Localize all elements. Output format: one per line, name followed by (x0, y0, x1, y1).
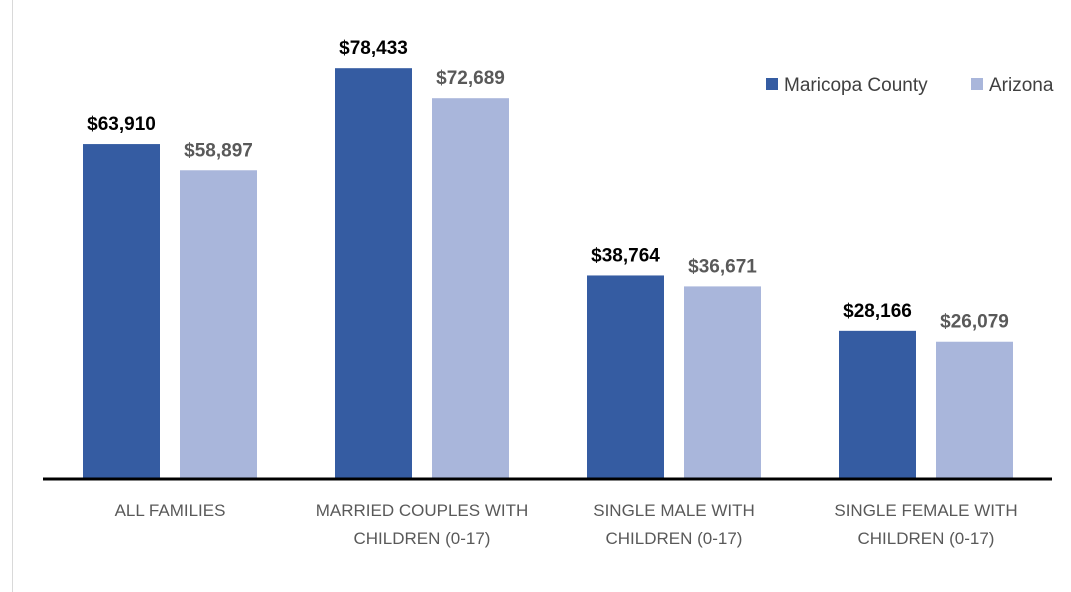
data-label-arizona-3: $26,079 (940, 312, 1009, 333)
category-label-1-line-0: MARRIED COUPLES WITH (316, 501, 529, 520)
data-label-maricopa-3: $28,166 (843, 301, 912, 322)
data-label-maricopa-1: $78,433 (339, 38, 408, 59)
category-label-2-line-0: SINGLE MALE WITH (593, 501, 755, 520)
value-labels-layer: $63,910 $78,433 $38,764 $28,166 $58,897 $72,6… (87, 38, 1009, 333)
data-label-maricopa-0: $63,910 (87, 114, 156, 135)
bar-arizona-3 (936, 341, 1013, 478)
data-label-arizona-0: $58,897 (184, 140, 253, 161)
legend-swatch-arizona (971, 78, 983, 90)
legend-swatch-maricopa (766, 78, 778, 90)
bar-maricopa-3 (839, 330, 916, 478)
bar-maricopa-1 (335, 68, 412, 479)
category-labels-layer: ALL FAMILIES MARRIED COUPLES WITH CHILDREN… (115, 501, 1018, 548)
bar-arizona-1 (432, 98, 509, 478)
bar-arizona-2 (684, 286, 761, 478)
bar-maricopa-0 (83, 144, 160, 478)
category-label-1-line-1: CHILDREN (0-17) (354, 529, 491, 548)
data-label-arizona-2: $36,671 (688, 256, 757, 277)
category-label-0-line-0: ALL FAMILIES (115, 501, 226, 520)
category-label-3-line-0: SINGLE FEMALE WITH (834, 501, 1017, 520)
data-label-maricopa-2: $38,764 (591, 245, 660, 266)
legend-label-maricopa: Maricopa County (784, 75, 928, 96)
legend: Maricopa County Arizona (766, 75, 1054, 96)
category-label-3-line-1: CHILDREN (0-17) (858, 529, 995, 548)
category-label-2-line-1: CHILDREN (0-17) (606, 529, 743, 548)
bar-arizona-0 (180, 170, 257, 478)
chart-frame-edge (12, 0, 13, 592)
legend-label-arizona: Arizona (989, 75, 1054, 96)
bar-maricopa-2 (587, 275, 664, 478)
data-label-arizona-1: $72,689 (436, 68, 505, 89)
bars-layer (83, 68, 1013, 479)
